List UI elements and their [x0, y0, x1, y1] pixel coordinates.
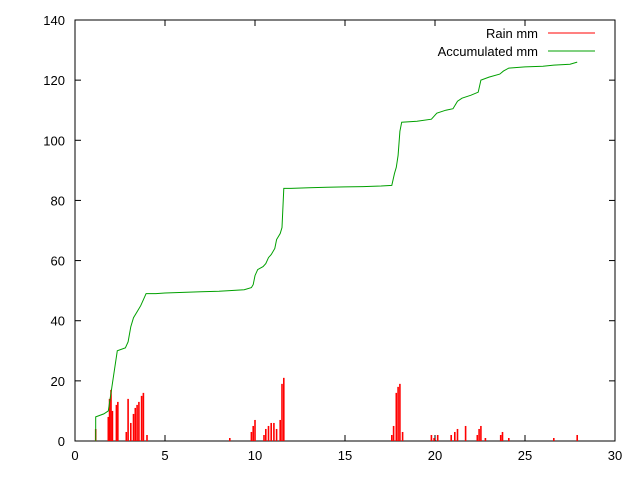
y-tick-label: 0 [58, 434, 65, 449]
y-tick-label: 80 [51, 193, 65, 208]
y-tick-label: 140 [43, 13, 65, 28]
series-layer [94, 61, 579, 441]
y-tick-label: 120 [43, 73, 65, 88]
x-tick-label: 10 [248, 448, 262, 463]
legend: Rain mm Accumulated mm [438, 26, 595, 59]
x-axis-ticks: 0 5 10 15 20 25 30 [71, 20, 622, 463]
plot-frame [74, 19, 616, 442]
series-accumulated-line [95, 61, 578, 441]
y-axis-ticks: 0 20 40 60 80 100 120 140 [43, 13, 615, 449]
x-tick-label: 25 [518, 448, 532, 463]
x-tick-label: 5 [161, 448, 168, 463]
y-tick-label: 100 [43, 133, 65, 148]
legend-label: Accumulated mm [438, 44, 538, 59]
y-tick-label: 40 [51, 314, 65, 329]
y-tick-label: 60 [51, 254, 65, 269]
x-tick-label: 0 [71, 448, 78, 463]
x-tick-label: 15 [338, 448, 352, 463]
x-tick-label: 30 [608, 448, 622, 463]
legend-label: Rain mm [486, 26, 538, 41]
x-tick-label: 20 [428, 448, 442, 463]
series-rain [94, 377, 579, 441]
y-tick-label: 20 [51, 374, 65, 389]
